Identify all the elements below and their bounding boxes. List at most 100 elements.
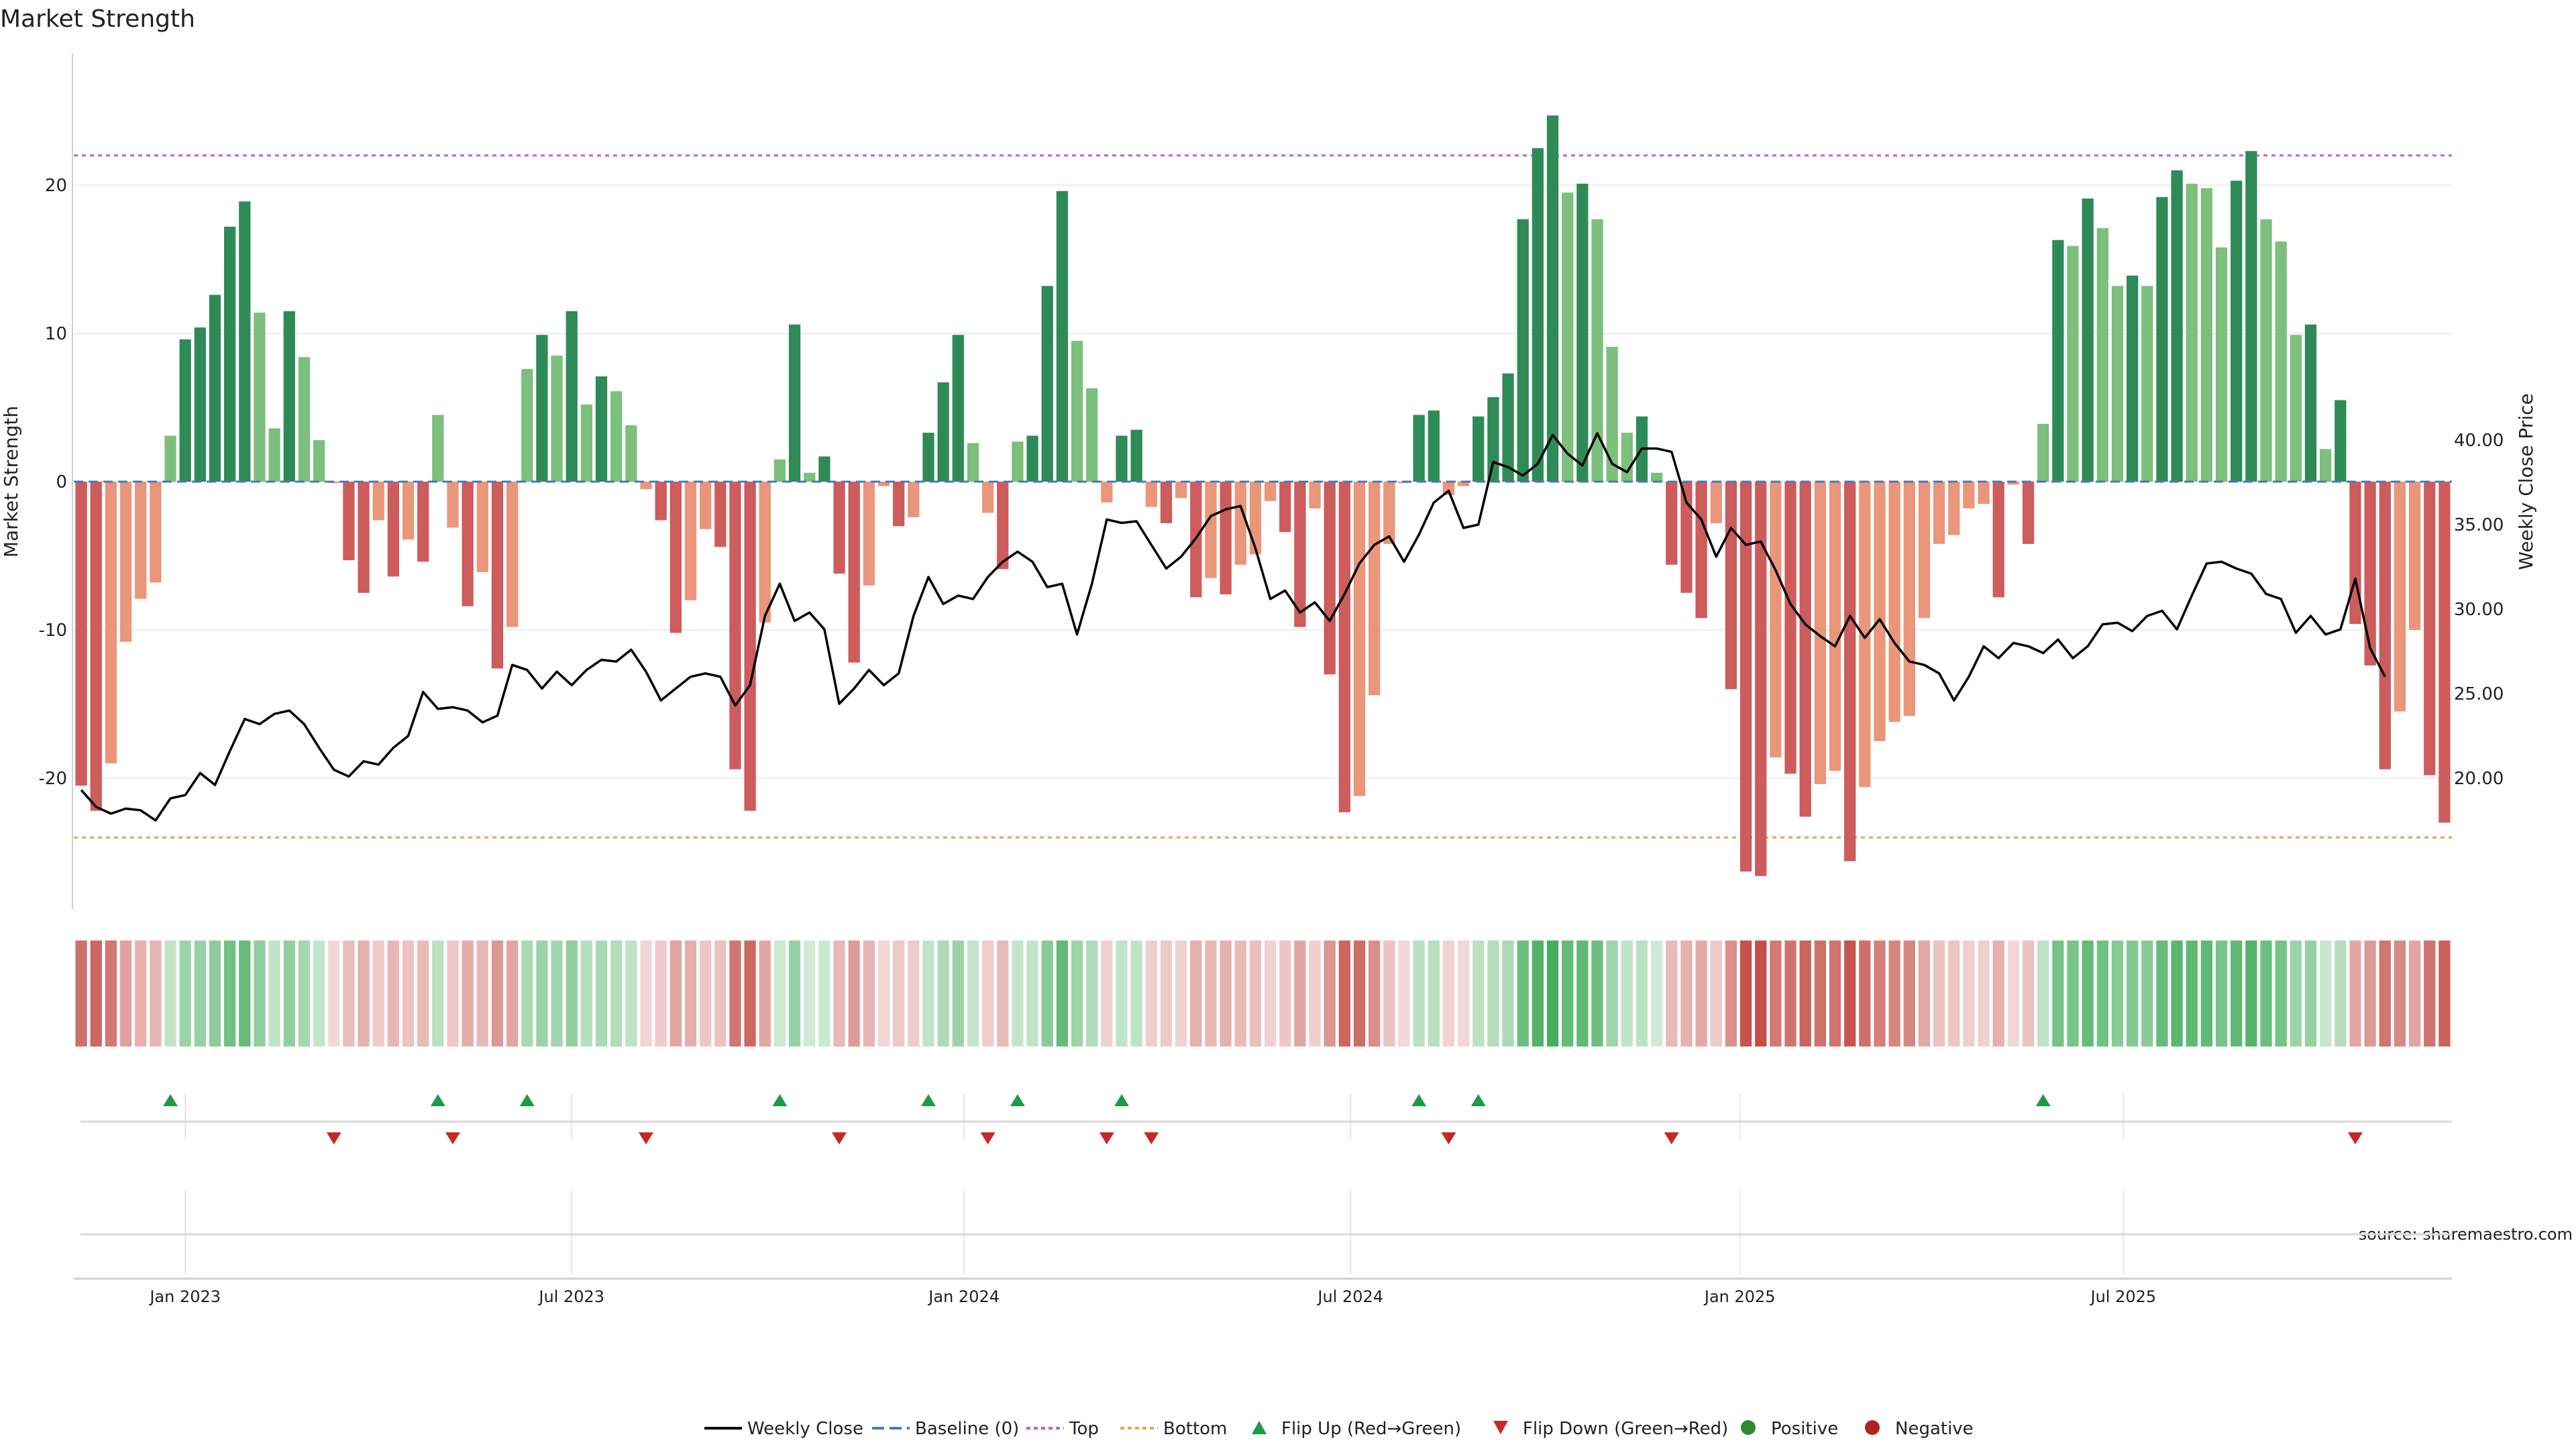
x-tick-label: Jan 2023 (148, 1287, 221, 1306)
strength-bar (1770, 482, 1782, 758)
flip-up-marker (920, 1094, 936, 1106)
strength-bar (744, 482, 756, 811)
heat-cell (1353, 941, 1366, 1046)
right-tick-label: 30.00 (2454, 600, 2504, 620)
strength-bar (1844, 482, 1856, 861)
strength-bar (432, 415, 444, 482)
heat-cell (2186, 941, 2198, 1046)
strength-bar (1546, 115, 1559, 482)
flip-down-marker (1099, 1132, 1114, 1144)
legend: Weekly Close Baseline (0) Top Bottom Flip Up… (704, 1419, 1974, 1439)
weekly-close-line (80, 432, 2386, 822)
legend-label: Weekly Close (747, 1419, 863, 1439)
strength-bar (1814, 482, 1827, 784)
heat-cell (1562, 941, 1574, 1046)
legend-swatch (1741, 1420, 1756, 1435)
heat-cell (1710, 941, 1722, 1046)
flip-up-marker (2035, 1094, 2051, 1106)
strength-bar (462, 482, 474, 606)
strength-bar (2260, 219, 2272, 482)
heat-cell (2364, 941, 2376, 1046)
strength-bar (937, 382, 949, 482)
heat-cell (2334, 941, 2347, 1046)
legend-swatch (1865, 1420, 1880, 1435)
heat-cell (908, 941, 920, 1046)
strength-bar (447, 482, 459, 528)
heat-cell (1725, 941, 1737, 1046)
right-tick-label: 20.00 (2454, 769, 2504, 789)
strength-bar (1755, 482, 1767, 876)
strength-bar (536, 335, 548, 482)
flip-up-marker (1470, 1094, 1486, 1106)
strength-bar (1829, 482, 1841, 771)
heat-cell (1368, 941, 1381, 1046)
strength-bar (313, 440, 325, 482)
strength-bar (1502, 373, 1514, 482)
strength-bar (566, 311, 578, 482)
heat-cell (2394, 941, 2406, 1046)
heat-cell (893, 941, 905, 1046)
heat-cell (1650, 941, 1663, 1046)
legend-item: Top (1026, 1419, 1099, 1439)
strength-bar (1517, 219, 1529, 482)
left-tick-label: -10 (39, 621, 67, 641)
strength-bar (981, 482, 994, 513)
flip-up-marker (430, 1094, 445, 1106)
heat-cell (1116, 941, 1128, 1046)
heat-cell (714, 941, 727, 1046)
strength-bar (1353, 482, 1366, 796)
heat-cell (387, 941, 400, 1046)
strength-bar (625, 425, 637, 482)
strength-bar (239, 201, 251, 482)
heat-cell (1978, 941, 1990, 1046)
strength-bar (2304, 324, 2317, 482)
heat-cell (1071, 941, 1083, 1046)
strength-bar (1457, 482, 1470, 486)
heat-cell (1160, 941, 1173, 1046)
strength-bar (1086, 388, 1098, 482)
strength-bar (358, 482, 370, 593)
heat-cell (1532, 941, 1544, 1046)
heat-cell (1398, 941, 1410, 1046)
axes (72, 54, 2452, 1280)
heat-cell (491, 941, 504, 1046)
heat-cell (1992, 941, 2004, 1046)
heat-cell (1428, 941, 1440, 1046)
heat-cell (209, 941, 221, 1046)
heat-cell (2052, 941, 2064, 1046)
strength-bar (1249, 482, 1262, 555)
legend-item: Baseline (0) (872, 1419, 1019, 1439)
heat-cell (2290, 941, 2302, 1046)
heat-cell (1145, 941, 1157, 1046)
heat-cell (432, 941, 444, 1046)
strength-bar (402, 482, 415, 540)
strength-bar (1338, 482, 1351, 812)
strength-bar (2111, 286, 2124, 482)
strength-bar (1710, 482, 1722, 523)
strength-bar (1532, 148, 1544, 482)
strength-bar (179, 339, 191, 482)
strength-bar (119, 482, 132, 642)
heat-cell (744, 941, 756, 1046)
heat-cell (298, 941, 311, 1046)
heat-cell (863, 941, 875, 1046)
heat-cell (580, 941, 593, 1046)
legend-label: Baseline (0) (915, 1419, 1019, 1439)
heat-cell (358, 941, 370, 1046)
heat-cell (313, 941, 325, 1046)
tick-labels: -20 -10 0 20 10 20.00 25.00 30.00 35.00 40.00 Jan … (39, 176, 2504, 1306)
heat-cell (669, 941, 682, 1046)
strength-bar (2200, 188, 2213, 482)
strength-bar (1903, 482, 1915, 716)
x-tick-label: Jan 2025 (1703, 1287, 1776, 1306)
strength-bars (74, 115, 2452, 876)
heat-cell (2408, 941, 2421, 1046)
heat-cell (640, 941, 652, 1046)
heat-cell (536, 941, 548, 1046)
heat-cell (788, 941, 801, 1046)
strength-bar (893, 482, 905, 527)
strength-bar (417, 482, 429, 562)
strength-bar (1948, 482, 1960, 535)
heat-cell (1487, 941, 1499, 1046)
heat-cell (105, 941, 117, 1046)
